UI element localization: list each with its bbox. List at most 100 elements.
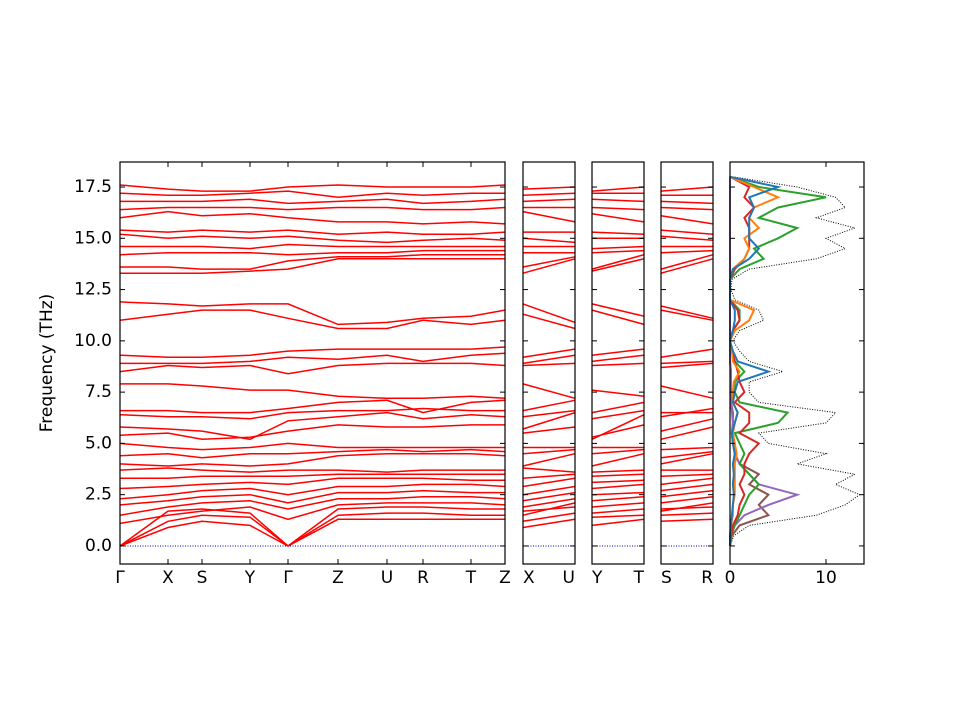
band-line — [120, 253, 505, 270]
band-line — [522, 411, 576, 430]
band-line — [120, 258, 505, 274]
band-line — [119, 206, 506, 211]
panel-frame — [729, 161, 865, 565]
band-line — [660, 489, 714, 498]
band-line — [591, 414, 645, 440]
band-line — [522, 303, 576, 324]
panel-frame — [591, 161, 645, 565]
band-line — [591, 401, 645, 414]
band-line — [119, 495, 506, 516]
band-line — [522, 491, 576, 502]
band-line — [119, 301, 506, 326]
band-line — [660, 253, 714, 270]
band-line — [591, 518, 645, 527]
y-tick-label: 10.0 — [74, 331, 112, 351]
band-line — [660, 477, 714, 486]
band-line — [522, 383, 576, 400]
y-tick-label: 5.0 — [85, 433, 112, 453]
y-tick-label: 12.5 — [74, 280, 112, 300]
panel-frame — [119, 161, 506, 565]
band-line — [591, 502, 645, 508]
x-tick-label: R — [701, 568, 713, 588]
band-line — [120, 383, 506, 400]
y-tick-label: 2.5 — [85, 485, 112, 505]
band-line — [591, 452, 645, 467]
band-line — [660, 360, 714, 365]
dos-line — [728, 175, 782, 546]
band-line — [660, 258, 714, 274]
band-line — [660, 186, 714, 192]
band-line — [119, 518, 505, 547]
y-tick-label: 0.0 — [85, 536, 112, 556]
band-line — [591, 309, 645, 326]
band-line — [119, 233, 506, 244]
band-line — [660, 362, 714, 369]
band-line — [119, 467, 505, 473]
band-line — [591, 249, 645, 254]
band-line — [591, 253, 645, 270]
panel-frame — [660, 161, 714, 565]
band-line — [119, 210, 506, 225]
band-line — [591, 508, 645, 514]
band-line — [660, 426, 714, 441]
y-tick-label: 17.5 — [74, 177, 112, 197]
band-line — [522, 186, 576, 190]
x-tick-label: T — [633, 568, 645, 588]
x-tick-label: U — [381, 568, 393, 588]
x-tick-label: Z — [332, 568, 344, 588]
band-line — [522, 210, 576, 223]
band-line — [591, 473, 645, 477]
band-line — [119, 448, 506, 459]
x-tick-label: X — [523, 568, 535, 588]
band-line — [522, 512, 576, 523]
band-line — [591, 231, 645, 235]
x-tick-label: R — [417, 568, 429, 588]
band-line — [660, 200, 714, 205]
band-line — [591, 354, 645, 363]
band-line — [522, 448, 576, 455]
band-line — [119, 442, 505, 451]
panel-frame — [522, 161, 576, 565]
x-tick-label: 10 — [815, 568, 837, 588]
band-line — [119, 489, 505, 506]
band-line — [119, 309, 506, 330]
band-line — [660, 502, 714, 512]
band-line — [660, 473, 714, 477]
band-line — [522, 452, 576, 467]
band-line — [591, 483, 645, 490]
band-line — [120, 399, 506, 414]
band-line — [522, 409, 576, 418]
band-line — [119, 229, 506, 235]
band-line — [591, 514, 645, 518]
band-line — [119, 483, 506, 500]
band-line — [660, 483, 714, 492]
x-tick-label: X — [162, 568, 174, 588]
x-tick-label: T — [465, 568, 477, 588]
y-tick-label: 7.5 — [85, 382, 112, 402]
band-line — [660, 309, 714, 322]
band-line — [660, 506, 714, 510]
band-line — [591, 303, 645, 317]
band-line — [119, 506, 505, 547]
band-line — [660, 348, 714, 359]
band-line — [591, 206, 645, 211]
band-line — [120, 243, 505, 250]
band-line — [660, 305, 714, 320]
x-tick-label: Γ — [115, 568, 125, 588]
band-line — [591, 362, 645, 367]
band-line — [591, 258, 645, 272]
band-line — [591, 491, 645, 496]
band-line — [660, 452, 714, 465]
band-line — [522, 362, 576, 367]
band-line — [660, 518, 714, 523]
band-line — [660, 385, 714, 400]
band-line — [660, 214, 714, 225]
band-line — [522, 502, 576, 516]
band-line — [119, 249, 505, 256]
x-tick-label: Y — [591, 568, 603, 588]
band-line — [119, 346, 506, 359]
band-line — [660, 229, 714, 235]
band-line — [119, 424, 505, 441]
band-line — [119, 190, 505, 199]
